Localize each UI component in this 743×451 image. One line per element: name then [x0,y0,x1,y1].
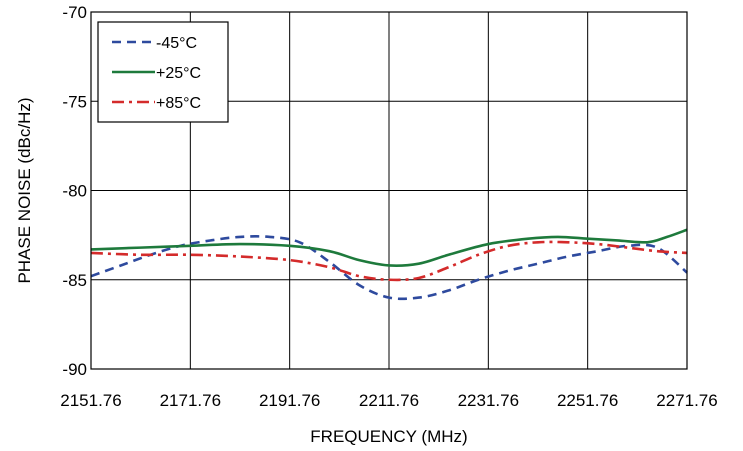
series-line-2 [90,228,688,267]
plot-frame [90,11,688,370]
legend: -45°C +25°C +85°C [97,21,229,123]
x-tick-label: 2171.76 [160,391,221,410]
y-tick-label: -85 [62,271,87,290]
x-tick-label: 2191.76 [259,391,320,410]
legend-label: +25°C [156,65,201,82]
x-tick-label: 2211.76 [359,391,419,410]
y-tick-label: -90 [62,360,87,379]
legend-label: +85°C [156,95,201,112]
x-tick-labels: 2151.76 2171.76 2191.76 2211.76 2231.76 2251.… [60,391,717,410]
legend-label: -45°C [156,35,197,52]
y-axis-title: PHASE NOISE (dBc/Hz) [15,97,34,283]
y-tick-labels: -70 -75 -80 -85 -90 [62,3,87,379]
x-axis-title: FREQUENCY (MHz) [310,427,467,446]
y-tick-label: -70 [62,3,87,22]
x-tick-label: 2271.76 [656,391,717,410]
series-layer [90,228,688,301]
x-tick-label: 2231.76 [458,391,519,410]
x-tick-label: 2251.76 [557,391,618,410]
series-line-3 [90,240,688,282]
series-line-1 [90,235,688,301]
x-tick-label: 2151.76 [60,391,121,410]
y-tick-label: -75 [62,92,87,111]
y-tick-label: -80 [62,182,87,201]
